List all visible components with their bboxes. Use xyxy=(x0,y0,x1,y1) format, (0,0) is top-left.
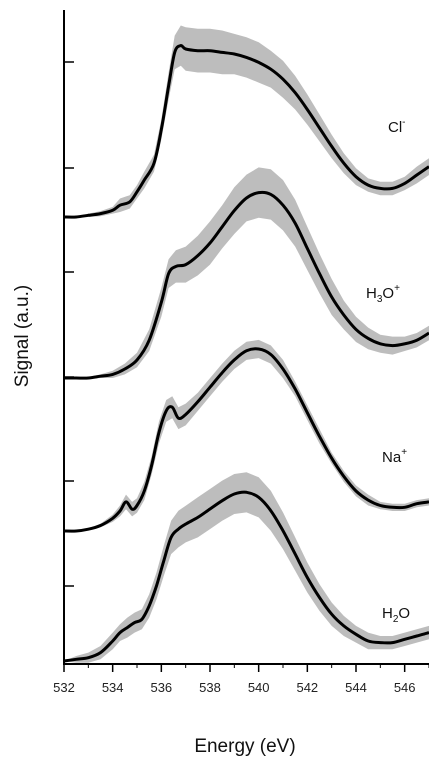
series-label-1: H3O+ xyxy=(366,283,400,305)
y-ticks xyxy=(64,61,74,587)
spectrum-lines xyxy=(63,44,429,663)
spectrum-line-2 xyxy=(63,347,429,533)
x-axis-label: Energy (eV) xyxy=(194,736,295,757)
spectrum-line-3 xyxy=(63,490,429,663)
x-tick-label-546: 546 xyxy=(394,680,416,695)
series-label-2: Na+ xyxy=(382,447,407,466)
x-tick-label-532: 532 xyxy=(53,680,75,695)
x-tick-label-536: 536 xyxy=(150,680,172,695)
axes xyxy=(63,10,429,665)
x-tick-label-538: 538 xyxy=(199,680,221,695)
uncertainty-band-3 xyxy=(64,472,429,663)
x-tick-label-534: 534 xyxy=(102,680,124,695)
x-ticks: 532 534 536 538 540 542 544 546 xyxy=(53,664,429,695)
uncertainty-band-0 xyxy=(64,25,429,217)
x-tick-label-540: 540 xyxy=(248,680,270,695)
y-axis-label: Signal (a.u.) xyxy=(12,285,33,387)
series-labels: Cl- H3O+ Na+ H2O xyxy=(366,117,410,625)
series-label-0: Cl- xyxy=(388,117,406,136)
spectrum-line-1 xyxy=(63,190,429,380)
x-tick-label-542: 542 xyxy=(296,680,318,695)
uncertainty-bands xyxy=(64,25,429,663)
series-label-3: H2O xyxy=(382,605,410,625)
spectrum-line-0 xyxy=(63,44,429,219)
x-tick-label-544: 544 xyxy=(345,680,367,695)
